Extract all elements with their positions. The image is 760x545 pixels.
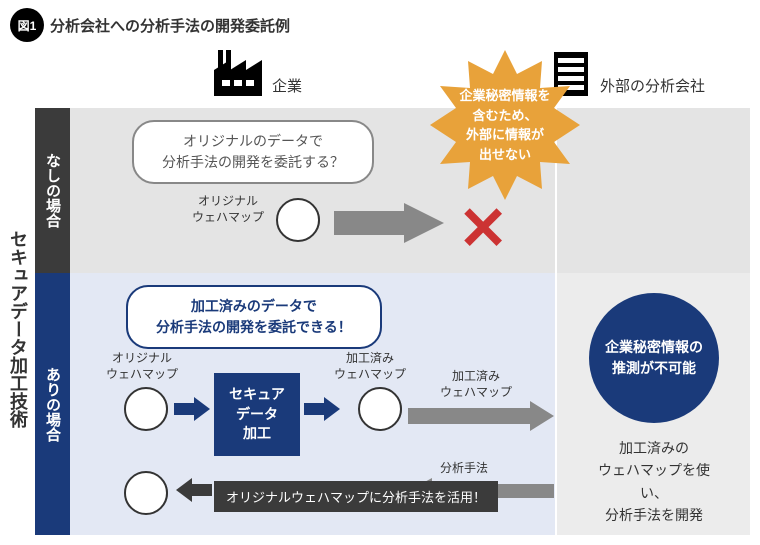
row2-strip: オリジナルウェハマップに分析手法を活用！ [214,481,498,512]
wafer-icon [128,473,168,513]
arrow-right-icon [174,397,210,421]
starburst-callout: 企業秘密情報を 含むため、 外部に情報が 出せない [430,50,580,200]
wafer-icon [128,389,168,429]
arrow-left-icon [176,478,212,502]
figure-badge: 図1 [10,8,44,42]
starburst-text: 企業秘密情報を 含むため、 外部に情報が 出せない [459,86,550,164]
arrow-right-icon [334,203,444,243]
row-without: なしの場合 オリジナルのデータで 分析手法の開発を委託する？ オリジナル ウェハ… [35,108,750,273]
x-mark-icon: ✕ [458,194,508,264]
row-with: ありの場合 加工済みのデータで 分析手法の開発を委託できる！ オリジナル ウェハ… [35,273,750,535]
blue-circle: 企業秘密情報の 推測が不可能 [589,293,719,423]
figure-title: 図1 分析会社への分析手法の開発委託例 [10,8,290,42]
factory-icon [212,50,264,101]
vertical-axis-label: セキュアデータ加工技術 [5,230,31,428]
row2-result-text: 加工済みの ウェハマップを使い、 分析手法を開発 [589,437,719,527]
arrow-back-label: 分析手法 [440,459,488,476]
arrow-right-icon [304,397,340,421]
external-label: 外部の分析会社 [600,75,705,96]
row1-tag: なしの場合 [35,108,70,273]
wafer-dark-icon [362,389,402,429]
arrow-fwd-label: 加工済み ウェハマップ [440,369,512,400]
row1-bubble: オリジナルのデータで 分析手法の開発を委託する？ [132,120,374,184]
row2-wafer1-label: オリジナル ウェハマップ [106,351,178,382]
figure-title-text: 分析会社への分析手法の開発委託例 [50,15,290,36]
process-box: セキュア データ 加工 [214,373,300,456]
arrow-forward-icon [408,401,554,431]
row2-left-panel: 加工済みのデータで 分析手法の開発を委託できる！ オリジナル ウェハマップ セキ… [70,273,555,535]
row2-wafer2-label: 加工済み ウェハマップ [334,351,406,382]
row2-bubble: 加工済みのデータで 分析手法の開発を委託できる！ [126,285,382,349]
row2-tag: ありの場合 [35,273,70,535]
row1-wafer-label: オリジナル ウェハマップ [192,194,264,225]
company-label: 企業 [272,75,302,96]
row2-right-panel: 企業秘密情報の 推測が不可能 加工済みの ウェハマップを使い、 分析手法を開発 [555,273,750,535]
wafer-icon [280,200,320,240]
row1-right-panel [555,108,750,273]
